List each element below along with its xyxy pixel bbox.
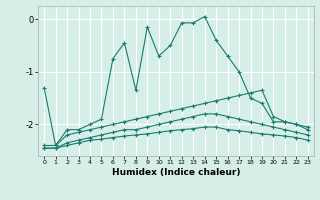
X-axis label: Humidex (Indice chaleur): Humidex (Indice chaleur) bbox=[112, 168, 240, 177]
